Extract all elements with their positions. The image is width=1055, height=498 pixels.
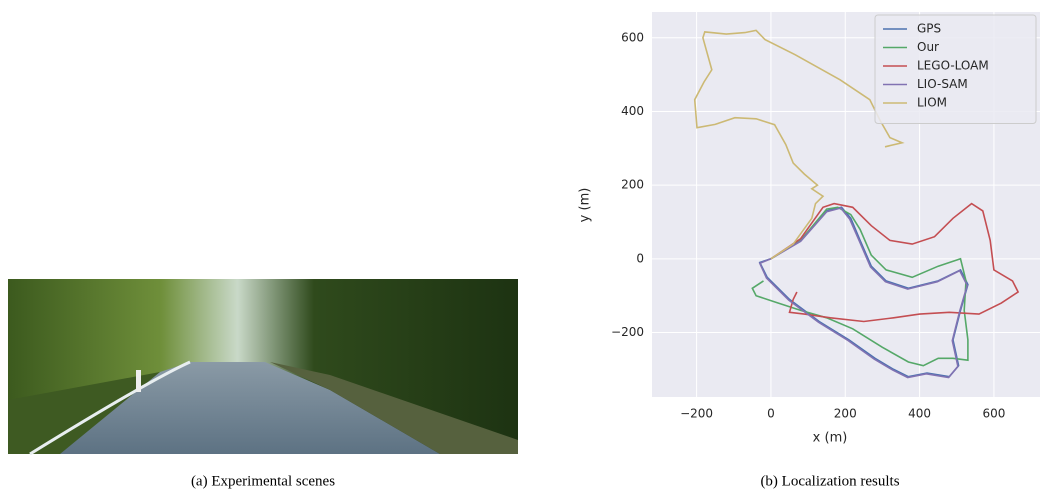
y-axis-label: y (m) bbox=[578, 188, 593, 223]
page: {"captions": ["(a) Experimental scenes",… bbox=[0, 0, 1055, 493]
x-tick-label: 200 bbox=[834, 407, 857, 421]
y-tick-label: 400 bbox=[621, 104, 644, 118]
scene-photo bbox=[8, 279, 518, 454]
caption: (b) Localization results bbox=[760, 473, 899, 489]
figure: (a) Experimental scenes (b) Localization… bbox=[0, 0, 1055, 493]
legend-label: GPS bbox=[917, 22, 941, 36]
x-tick-label: 600 bbox=[982, 407, 1005, 421]
x-tick-label: −200 bbox=[680, 407, 713, 421]
x-axis-label: x (m) bbox=[813, 431, 848, 446]
legend-label: LIOM bbox=[917, 96, 947, 110]
y-tick-label: −200 bbox=[611, 325, 644, 339]
legend-label: LEGO-LOAM bbox=[917, 59, 989, 73]
y-tick-label: 0 bbox=[636, 251, 644, 265]
y-tick-label: 600 bbox=[621, 30, 644, 44]
legend-label: LIO-SAM bbox=[917, 77, 968, 91]
x-tick-label: 0 bbox=[767, 407, 775, 421]
caption: (a) Experimental scenes bbox=[191, 473, 335, 489]
x-tick-label: 400 bbox=[908, 407, 931, 421]
y-tick-label: 200 bbox=[621, 178, 644, 192]
legend-label: Our bbox=[917, 40, 939, 54]
